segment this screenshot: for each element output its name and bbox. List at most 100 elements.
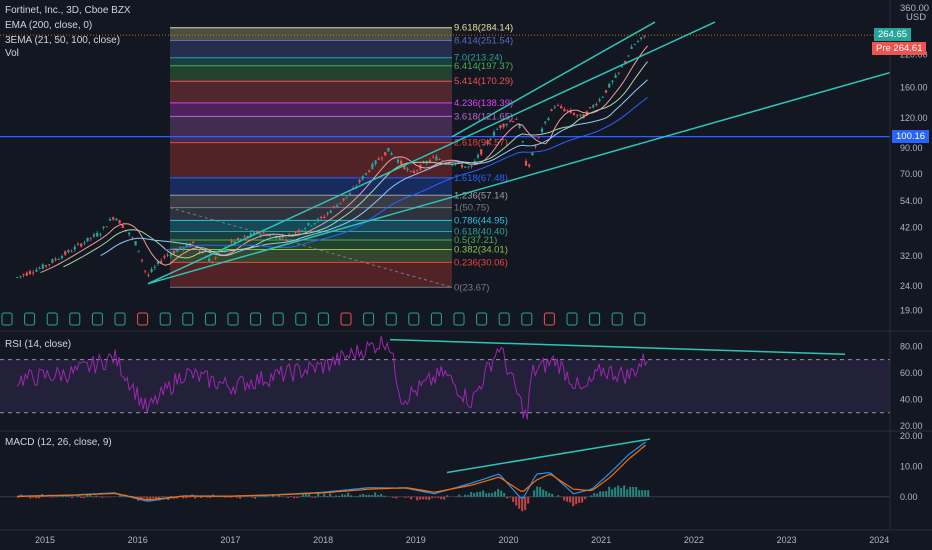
macd-histogram-bar [77,495,80,497]
candle-body [150,269,153,272]
fib-zone [170,249,452,263]
candle-body [35,269,38,272]
ema-legend[interactable]: EMA (200, close, 0) [5,20,93,31]
candle-body [268,234,272,237]
candle-body [156,261,160,264]
volume-legend[interactable]: Vol [5,48,19,59]
candle-body [25,272,28,276]
candle-body [617,72,620,74]
macd-histogram-bar [626,489,629,497]
horizontal-level-tag: 100.16 [892,130,930,143]
macd-histogram-bar [80,496,83,498]
macd-histogram-bar [71,496,74,498]
candle-body [569,110,572,113]
candle-body [41,264,44,269]
candle-body [326,212,329,214]
time-tick-label: 2021 [591,535,611,545]
fib-level-label: 8.414(251.54) [454,35,513,46]
candle-body [627,55,630,57]
macd-histogram-bar [50,496,53,498]
fib-level-label: 0(23.67) [454,282,489,293]
currency-label: USD [906,12,927,23]
candle-body [502,123,505,128]
candle-body [80,243,83,247]
macd-histogram-bar [641,490,644,497]
candle-body [198,250,201,253]
macd-histogram-bar [89,493,92,497]
time-tick-label: 2016 [128,535,148,545]
candle-body [537,136,540,138]
candle-body [441,160,444,162]
macd-histogram-bar [347,492,350,497]
macd-histogram-bar [86,494,89,497]
ema100-line [100,79,648,257]
candle-body [438,159,441,160]
earnings-marker [182,312,194,326]
candle-body [118,220,121,224]
candle-body [588,107,592,109]
fib-level-label: 9.618(284.14) [454,23,513,34]
candle-body [163,256,166,258]
candle-body [230,240,233,243]
macd-histogram-bar [383,495,386,497]
rsi-tick-label: 80.00 [900,341,923,351]
earnings-marker [566,312,578,326]
macd-histogram-bar [350,495,353,497]
trend-line [451,21,656,138]
macd-histogram-bar [365,494,368,497]
candle-body [19,276,22,277]
candle-body [451,164,454,166]
candle-body [400,160,403,165]
candle-body [153,266,156,268]
top-price-label: 360.00 [900,3,930,14]
macd-histogram-bar [581,496,584,503]
macd-histogram-bar [614,487,617,497]
earnings-marker [159,312,171,326]
candle-body [243,236,246,237]
candle-body [521,141,524,143]
fib-zone [170,177,452,196]
macd-histogram-bar [470,491,473,497]
macd-histogram-bar [644,490,647,497]
fib-zone [170,65,452,82]
candle-body [166,254,169,256]
earnings-marker [363,312,375,326]
macd-histogram-bar [323,493,326,497]
macd-histogram-bar [473,493,476,497]
candle-body [294,231,297,234]
macd-histogram-bar [527,496,530,504]
candle-body [348,193,352,195]
candle-body [201,252,204,254]
macd-histogram-bar [467,494,470,497]
ema3-legend[interactable]: 3EMA (21, 50, 100, close) [5,35,121,46]
fib-level-label: 0.618(40.40) [454,226,508,237]
macd-histogram-bar [548,492,551,497]
macd-histogram-bar [536,486,539,497]
macd-histogram-bar [431,496,434,499]
candle-body [76,243,80,245]
macd-histogram-bar [617,485,620,497]
fib-zone [170,231,452,241]
rsi-tick-label: 20.00 [900,421,923,431]
candle-body [380,158,384,159]
candle-body [313,222,316,225]
candle-body [54,258,57,260]
candle-body [457,162,460,163]
macd-histogram-bar [341,494,344,497]
candle-body [105,226,108,228]
macd-histogram-bar [509,496,512,498]
fib-level-label: 0.5(37.21) [454,235,497,246]
earnings-marker [611,312,623,326]
rsi-legend[interactable]: RSI (14, close) [5,339,72,350]
candle-body [278,235,281,239]
candle-body [553,106,556,108]
macd-histogram-bar [101,496,104,498]
macd-histogram-bar [620,487,623,497]
candle-body [246,235,249,238]
candle-body [60,256,64,259]
earnings-marker [476,312,488,326]
candle-body [160,260,163,263]
macd-legend[interactable]: MACD (12, 26, close, 9) [5,437,112,448]
fib-level-label: 1.236(57.14) [454,190,508,201]
